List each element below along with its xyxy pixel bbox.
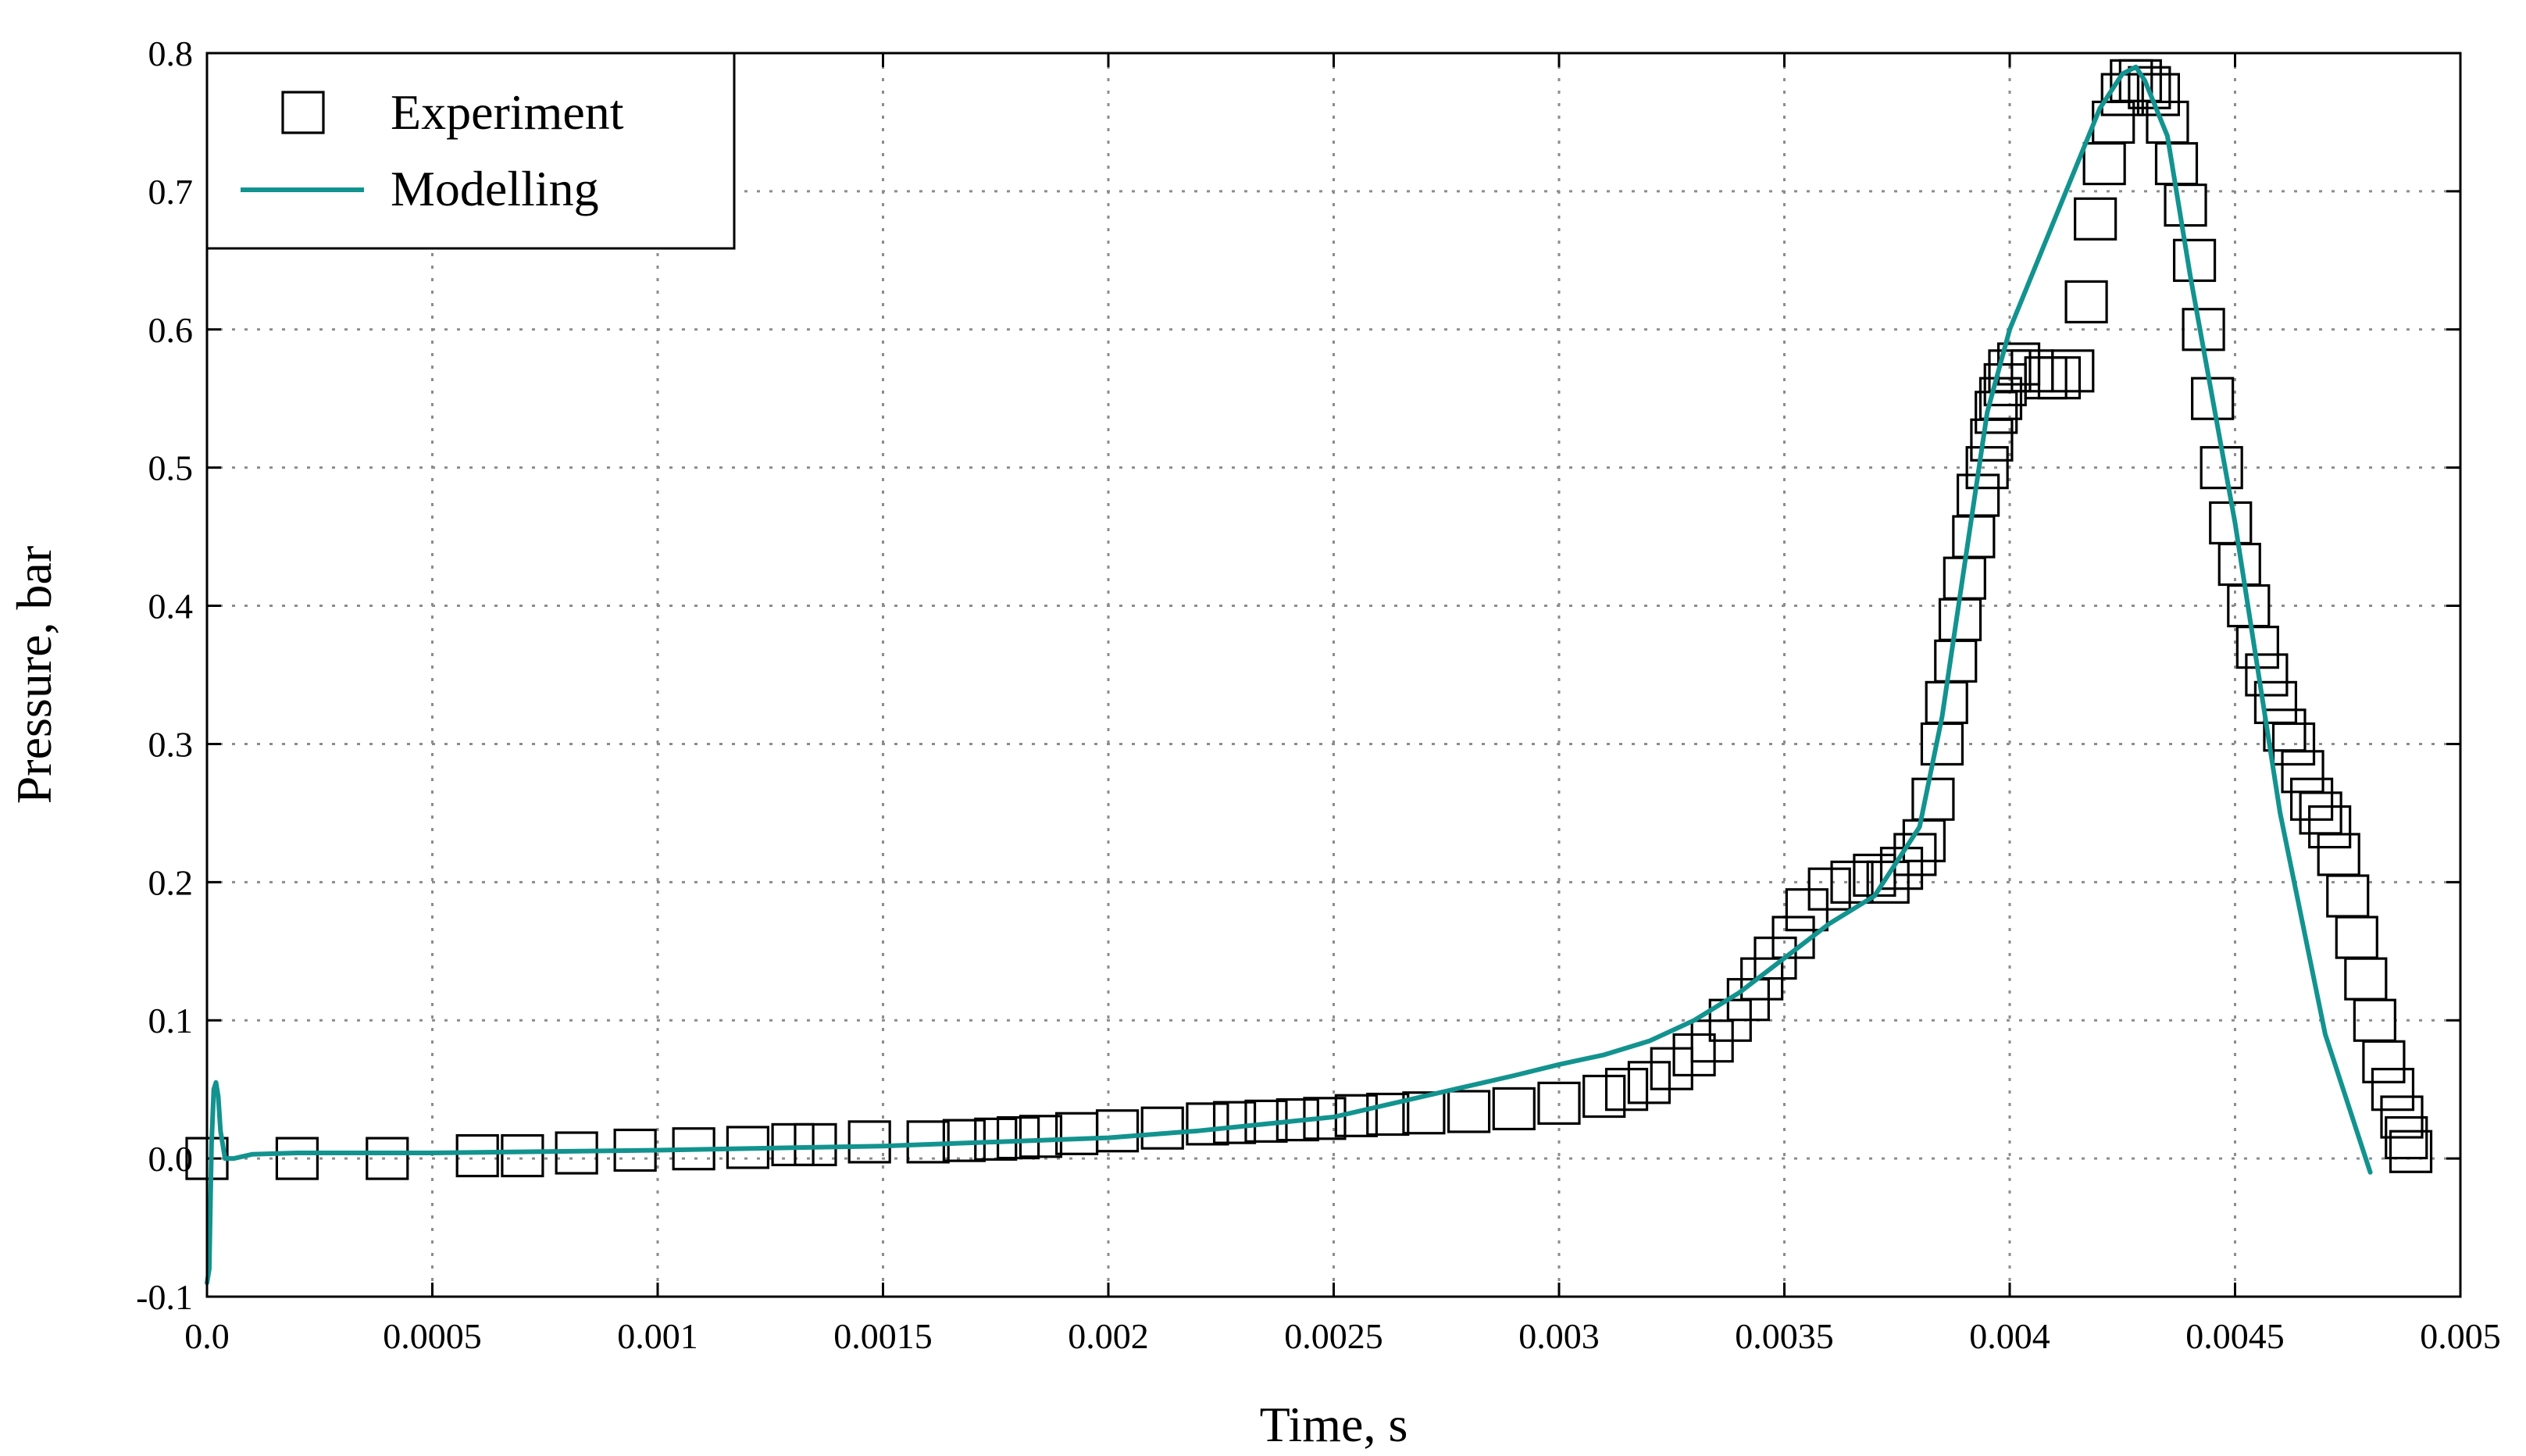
y-tick-label: 0.1 [148, 1001, 194, 1040]
experiment-marker [366, 1137, 409, 1180]
experiment-marker [2308, 805, 2352, 849]
experiment-marker [1604, 1068, 1649, 1112]
experiment-marker [2271, 722, 2316, 766]
x-tick-label: 0.0035 [1735, 1316, 1834, 1356]
experiment-marker [2051, 349, 2095, 393]
experiment-marker [1582, 1074, 1626, 1119]
experiment-marker [2385, 1115, 2428, 1160]
experiment-marker [455, 1133, 499, 1178]
y-tick-label: 0.3 [148, 724, 194, 764]
y-tick-label: 0.7 [148, 172, 194, 212]
experiment-marker [2389, 1129, 2433, 1173]
x-tick-label: 0.001 [617, 1316, 698, 1356]
modelling-line [205, 64, 2373, 1286]
x-tick-label: 0.002 [1068, 1316, 1149, 1356]
x-tick-label: 0.003 [1518, 1316, 1600, 1356]
experiment-marker [1807, 867, 1851, 911]
x-tick-label: 0.0 [184, 1316, 230, 1356]
experiment-marker [2064, 280, 2108, 323]
experiment-marker [2371, 1068, 2415, 1112]
experiment-marker [1537, 1081, 1581, 1125]
experiment-marker [2164, 183, 2207, 227]
grid-lines [207, 53, 2460, 1297]
experiment-marker [1095, 1109, 1140, 1153]
x-tick-label: 0.004 [1969, 1316, 2050, 1356]
experiment-marker [1879, 847, 1924, 890]
x-tick-label: 0.0005 [383, 1316, 482, 1356]
x-tick-label: 0.0045 [2185, 1316, 2285, 1356]
experiment-marker [2191, 376, 2235, 420]
experiment-marker [1978, 376, 2023, 420]
plot-frame [205, 52, 2462, 1298]
x-axis-title: Time, s [1260, 1397, 1408, 1452]
experiment-marker [1447, 1090, 1491, 1133]
y-tick-label: 0.5 [148, 448, 194, 488]
y-tick-label: 0.2 [148, 862, 194, 902]
experiment-marker [1212, 1101, 1257, 1144]
experiment-marker [1019, 1115, 1063, 1158]
experiment-marker [1140, 1106, 1184, 1150]
experiment-marker [2289, 777, 2334, 821]
experiment-marker [1402, 1091, 1446, 1135]
legend-experiment-marker [281, 91, 325, 134]
experiment-marker [1627, 1061, 1671, 1104]
experiment-marker [1650, 1047, 1693, 1090]
experiment-marker [2245, 653, 2289, 697]
legend: Experiment Modelling [205, 52, 736, 250]
experiment-marker [1866, 860, 1910, 904]
legend-box [205, 52, 736, 250]
experiment-marker [2172, 238, 2217, 282]
experiment-marker [1492, 1087, 1536, 1131]
y-tick-label: 0.8 [148, 34, 194, 73]
experiment-marker [2362, 1040, 2406, 1083]
experiment-marker [275, 1137, 319, 1180]
x-tick-label: 0.005 [2420, 1316, 2501, 1356]
experiment-marker [1830, 860, 1874, 904]
x-tick-label: 0.0025 [1284, 1316, 1383, 1356]
experiment-marker [1366, 1092, 1410, 1137]
y-axis-title: Pressure, bar [6, 546, 62, 805]
experiment-marker [771, 1122, 815, 1167]
experiment-marker [2128, 66, 2171, 109]
experiment-marker [2037, 356, 2082, 400]
experiment-marker [1186, 1102, 1229, 1146]
modelling-series [205, 64, 2373, 1286]
experiment-marker [847, 1120, 891, 1164]
legend-experiment-label: Experiment [391, 84, 624, 140]
experiment-marker [1672, 1033, 1716, 1077]
experiment-marker [1911, 777, 1955, 821]
x-tick-label: 0.0015 [833, 1316, 933, 1356]
y-tick-label: 0.6 [148, 310, 194, 350]
experiment-marker [1988, 349, 2032, 393]
y-tick-label: -0.1 [136, 1277, 193, 1317]
experiment-marker [996, 1115, 1040, 1160]
legend-modelling-label: Modelling [391, 161, 599, 216]
experiment-marker [1965, 446, 2009, 490]
experiment-marker [2074, 197, 2117, 241]
x-axis-ticks: 0.0 0.0005 0.001 0.0015 0.002 0.0025 0.003 0.00… [184, 53, 2501, 1356]
experiment-marker [501, 1133, 544, 1178]
y-tick-label: 0.4 [148, 587, 194, 626]
